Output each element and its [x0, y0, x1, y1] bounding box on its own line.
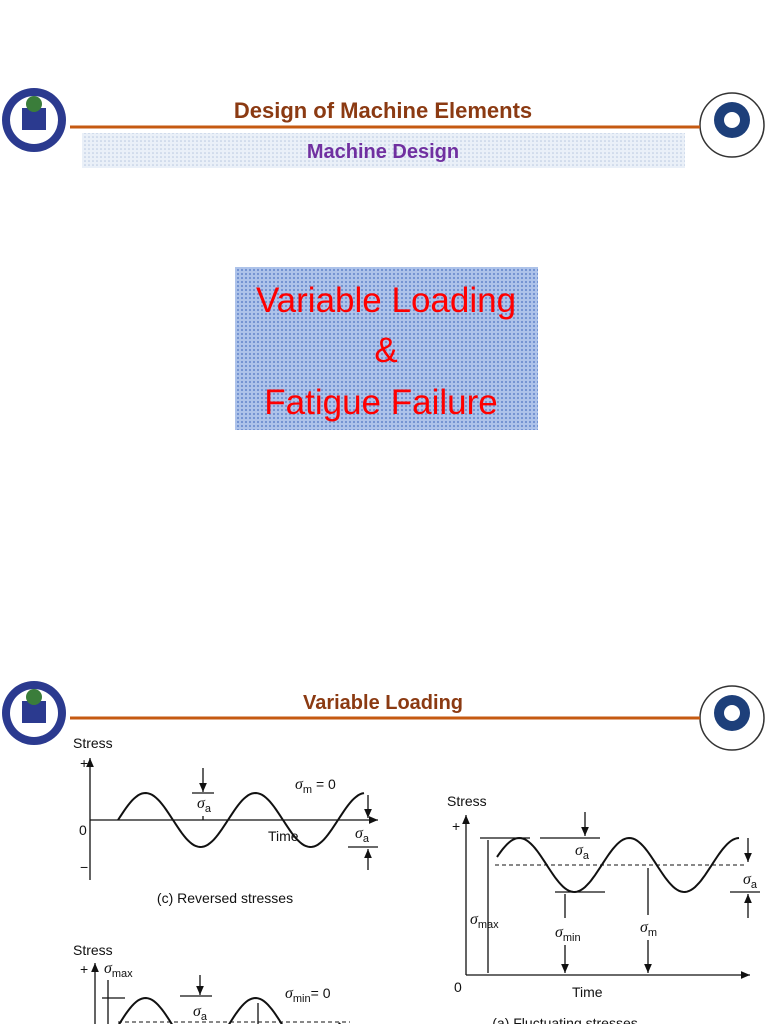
sigma-m: σm	[640, 919, 657, 939]
sigma-min: σmin	[555, 924, 581, 944]
sign: +	[80, 961, 88, 977]
caption: (c) Reversed stresses	[157, 890, 293, 906]
sigma-a: σa	[575, 842, 590, 862]
sigma-max: σmax	[470, 911, 499, 931]
sigma-min: σmin= 0	[285, 985, 331, 1005]
sign: +	[80, 755, 88, 771]
slide-2: Variable Loading Stress + 0 − σm = 0 σa …	[2, 681, 765, 1024]
figure-fluctuating: Stress + 0 σa σa σmax σmin σm Time (a) F…	[447, 793, 760, 1024]
wave	[118, 996, 341, 1024]
logo-left	[2, 88, 66, 152]
topic-line: Variable Loading	[256, 281, 516, 320]
sign: +	[452, 818, 460, 834]
logo-left	[2, 681, 66, 745]
time-label: Time	[572, 984, 603, 1000]
topic-line: Fatigue Failure	[264, 383, 497, 422]
sigma-a: σa	[197, 795, 212, 815]
header-subtitle: Machine Design	[307, 141, 459, 163]
sigma-a: σa	[743, 871, 758, 891]
axis-label: Stress	[73, 735, 113, 751]
sigma-m: σm = 0	[295, 776, 336, 796]
sigma-a: σa	[193, 1003, 208, 1023]
time-label: Time	[268, 828, 299, 844]
subtitle-band	[82, 133, 685, 168]
logo-right	[699, 92, 765, 158]
sign: −	[80, 859, 88, 875]
slide-title: Variable Loading	[303, 692, 463, 714]
header-title: Design of Machine Elements	[234, 98, 532, 123]
sigma-a: σa	[355, 825, 370, 845]
logo-right	[699, 685, 765, 751]
wave	[117, 791, 365, 849]
figure-reversed: Stress + 0 − σm = 0 σa Time σa (c) Rever…	[73, 735, 378, 906]
zero: 0	[454, 979, 462, 995]
zero: 0	[79, 822, 87, 838]
axis-label: Stress	[447, 793, 487, 809]
slide-1: Design of Machine Elements Machine Desig…	[2, 88, 765, 430]
figure-repeated: Stress + σmax σa σmin= 0	[73, 942, 350, 1024]
axis-label: Stress	[73, 942, 113, 958]
topic-line: &	[374, 331, 397, 370]
caption: (a) Fluctuating stresses	[492, 1015, 638, 1024]
wave	[496, 836, 740, 894]
sigma-max: σmax	[104, 960, 133, 980]
topic-box	[235, 267, 538, 430]
